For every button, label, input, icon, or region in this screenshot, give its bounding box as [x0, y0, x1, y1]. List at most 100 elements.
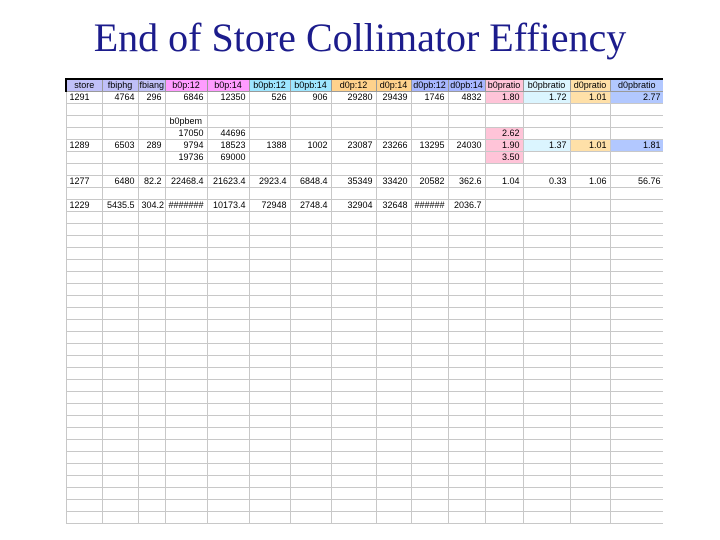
empty-cell: [248, 331, 291, 344]
empty-cell: [206, 463, 250, 476]
empty-cell: [410, 319, 449, 332]
empty-row: [65, 211, 663, 224]
empty-cell: [206, 379, 250, 392]
empty-cell: [569, 247, 611, 260]
empty-cell: [164, 427, 208, 440]
empty-cell: [248, 211, 291, 224]
empty-cell: [522, 391, 571, 404]
empty-cell: [484, 331, 524, 344]
empty-cell: [289, 259, 332, 272]
table-cell: 3.50: [484, 151, 524, 164]
empty-cell: [609, 367, 663, 380]
empty-cell: [330, 391, 377, 404]
table-cell: [248, 163, 291, 176]
table-cell: [248, 151, 291, 164]
empty-cell: [330, 463, 377, 476]
table-cell: [447, 103, 486, 116]
empty-cell: [101, 439, 139, 452]
table-row: [65, 187, 663, 200]
empty-cell: [206, 223, 250, 236]
empty-cell: [206, 307, 250, 320]
empty-cell: [330, 403, 377, 416]
empty-cell: [410, 259, 449, 272]
table-cell: 23266: [375, 139, 412, 152]
empty-cell: [410, 451, 449, 464]
column-header: b0pratio: [484, 78, 524, 92]
empty-cell: [164, 331, 208, 344]
empty-cell: [101, 211, 139, 224]
empty-cell: [65, 259, 103, 272]
empty-cell: [289, 307, 332, 320]
empty-cell: [522, 331, 571, 344]
empty-cell: [137, 235, 166, 248]
empty-cell: [330, 259, 377, 272]
table-row: 1289 6503 289 9794 18523 1388 1002 23087 23266 13…: [65, 139, 663, 152]
empty-cell: [248, 379, 291, 392]
empty-row: [65, 379, 663, 392]
empty-cell: [101, 235, 139, 248]
empty-cell: [206, 367, 250, 380]
empty-cell: [569, 391, 611, 404]
empty-row: [65, 235, 663, 248]
empty-cell: [289, 223, 332, 236]
empty-cell: [330, 367, 377, 380]
table-cell: 6480: [101, 175, 139, 188]
empty-cell: [609, 379, 663, 392]
empty-cell: [101, 259, 139, 272]
empty-cell: [484, 367, 524, 380]
empty-cell: [522, 427, 571, 440]
table-cell: [330, 151, 377, 164]
empty-cell: [65, 451, 103, 464]
table-cell: [330, 163, 377, 176]
empty-cell: [137, 367, 166, 380]
table-cell: [206, 103, 250, 116]
empty-cell: [522, 355, 571, 368]
empty-cell: [375, 223, 412, 236]
empty-cell: [65, 211, 103, 224]
empty-cell: [164, 223, 208, 236]
empty-cell: [330, 487, 377, 500]
empty-cell: [447, 271, 486, 284]
empty-cell: [164, 355, 208, 368]
empty-cell: [289, 475, 332, 488]
table-cell: [410, 103, 449, 116]
empty-cell: [484, 463, 524, 476]
table-cell: 72948: [248, 199, 291, 212]
empty-cell: [330, 235, 377, 248]
empty-cell: [375, 439, 412, 452]
empty-cell: [206, 511, 250, 524]
empty-cell: [248, 403, 291, 416]
empty-cell: [375, 259, 412, 272]
table-cell: 1.81: [609, 139, 663, 152]
empty-cell: [101, 391, 139, 404]
empty-cell: [522, 259, 571, 272]
empty-cell: [330, 427, 377, 440]
empty-cell: [410, 295, 449, 308]
column-header: d0pb:12: [410, 78, 449, 92]
empty-cell: [289, 211, 332, 224]
table-row: b0pbem: [65, 115, 663, 128]
empty-cell: [289, 271, 332, 284]
empty-cell: [569, 487, 611, 500]
table-cell: [522, 163, 571, 176]
empty-cell: [206, 247, 250, 260]
empty-cell: [484, 235, 524, 248]
table-cell: 1.72: [522, 91, 571, 104]
empty-cell: [330, 379, 377, 392]
header-row: store fbiphg fbiang b0p:12 b0p:14 b0pb:12 b0pb…: [65, 78, 663, 92]
empty-cell: [375, 391, 412, 404]
empty-cell: [375, 475, 412, 488]
empty-cell: [410, 403, 449, 416]
empty-cell: [375, 307, 412, 320]
empty-cell: [375, 211, 412, 224]
table-cell: [447, 127, 486, 140]
table-cell: [569, 103, 611, 116]
table-cell: [137, 187, 166, 200]
table-cell: 13295: [410, 139, 449, 152]
empty-cell: [522, 235, 571, 248]
empty-cell: [522, 367, 571, 380]
empty-cell: [206, 475, 250, 488]
empty-cell: [447, 403, 486, 416]
empty-cell: [65, 415, 103, 428]
empty-cell: [609, 343, 663, 356]
